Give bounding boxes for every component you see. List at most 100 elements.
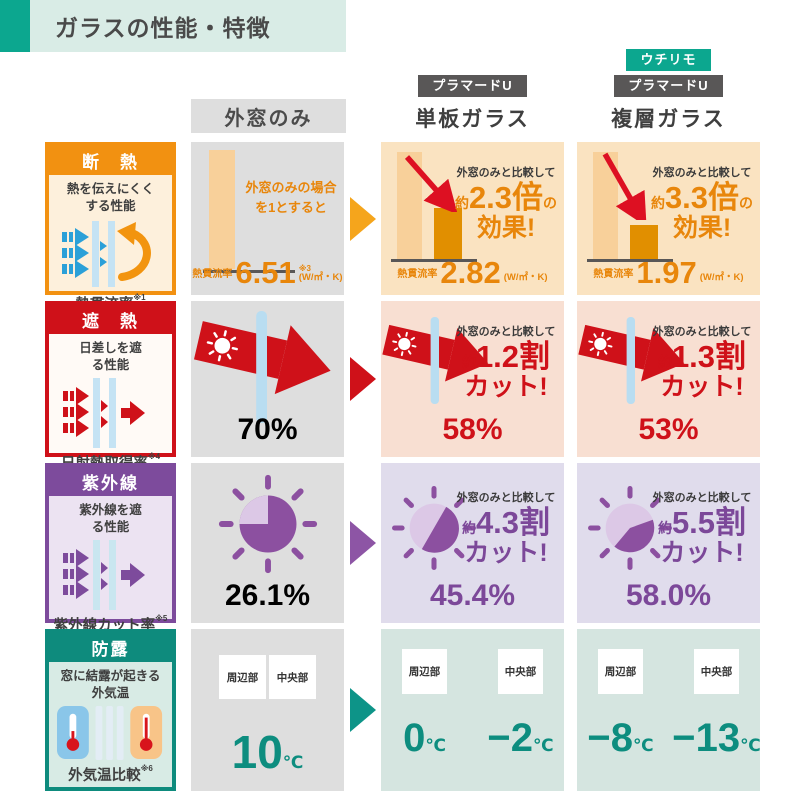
page-title: ガラスの性能・特徴 — [55, 15, 271, 41]
temp-col-center: 中央部 −13℃ — [672, 649, 760, 758]
uchirimo-badge: ウチリモ — [626, 48, 711, 71]
temp-columns: 周辺部 0℃ 中央部 −2℃ — [381, 649, 564, 758]
effect-text: 効果! — [476, 213, 536, 242]
comparison-text: 外窓のみと比較して 約1.3割 カット! — [646, 323, 758, 401]
footnote-marks: ※4 — [147, 451, 161, 461]
compare-caption: 外窓のみと比較して — [652, 326, 752, 338]
uv-pct-double: 58.0% — [625, 579, 712, 612]
row-desc-uv: 紫外線を遮る性能 — [79, 503, 142, 534]
column-header-single: プラマードU 単板ガラス — [381, 38, 564, 133]
cut-text: カット! — [464, 372, 548, 401]
u-value-double: 熱貫流率 1.97 (W/㎡・K) — [593, 254, 744, 290]
right-arrow-icon — [349, 357, 376, 401]
footnote-marks: ※6 — [140, 763, 153, 773]
zone-box-perimeter: 周辺部 — [219, 655, 266, 699]
shade-pct-single: 58% — [442, 413, 503, 446]
compare-caption: 外窓のみと比較して — [456, 326, 556, 338]
bar-existing — [209, 150, 235, 269]
shade-pct-double: 53% — [638, 413, 699, 446]
footnote-marks: ※5 — [155, 613, 168, 623]
uv-pct-single: 45.4% — [429, 579, 516, 612]
uv-existing-cell: 26.1% — [191, 463, 344, 623]
cut-text: カット! — [660, 538, 744, 567]
temp-columns: 周辺部 −8℃ 中央部 −13℃ — [577, 649, 760, 758]
zone-box-perimeter: 周辺部 — [598, 649, 643, 694]
row-label-condensation: 防露 窓に結露が起きる外気温 外気温比較 ※6 — [45, 629, 176, 791]
compare-caption: 外窓のみと比較して — [652, 167, 752, 179]
insulation-double-cell: 外窓のみと比較して 約3.3倍の 効果! 熱貫流率 1.97 (W/㎡・K) — [577, 142, 760, 295]
right-arrow-icon — [349, 196, 376, 241]
shade-single-cell: 外窓のみと比較して 約1.2割 カット! 58% — [381, 301, 564, 457]
comparison-text: 外窓のみと比較して 約4.3割 カット! — [450, 489, 562, 567]
footnote-mark: ※3 — [298, 263, 311, 273]
bar-improved — [630, 225, 658, 259]
chart-baseline — [203, 270, 295, 273]
shade-arrows-icon — [49, 374, 172, 452]
row-desc-condensation: 窓に結露が起きる外気温 — [60, 669, 161, 700]
sun-arrow-icon — [193, 311, 331, 424]
chart-baseline — [587, 259, 673, 262]
cut-text: カット! — [464, 538, 548, 567]
row-label-uv: 紫外線 紫外線を遮る性能 紫外線カット率 ※5 — [45, 463, 176, 634]
row-desc-shade: 日差しを遮る性能 — [79, 341, 142, 372]
metric-label: 外気温比較 — [68, 767, 141, 784]
condensation-existing-cell: 周辺部 中央部 10℃ — [191, 629, 344, 791]
flow-arrow-shade — [344, 301, 381, 457]
bar-improved — [434, 208, 462, 259]
sun-pie-icon — [588, 486, 672, 570]
decrease-arrow-icon — [404, 155, 457, 212]
sun-pie-icon — [392, 486, 476, 570]
comparison-text: 外窓のみと比較して 約3.3倍の 効果! — [646, 164, 758, 242]
row-title-shade: 遮 熱 — [49, 305, 172, 334]
right-arrow-icon — [349, 688, 376, 732]
flow-arrow-insulation — [344, 142, 381, 295]
zone-box-center: 中央部 — [498, 649, 543, 694]
metric-condensation: 外気温比較 ※6 — [49, 764, 172, 791]
zone-box-perimeter: 周辺部 — [402, 649, 447, 694]
column-header-single-label: 単板ガラス — [415, 108, 530, 131]
u-value-label: 熱貫流率 — [192, 269, 233, 280]
thermometers-icon — [49, 702, 172, 764]
temp-value: −2℃ — [487, 716, 554, 760]
condensation-double-cell: 周辺部 −8℃ 中央部 −13℃ — [577, 629, 760, 791]
chart-baseline — [391, 259, 477, 262]
column-header-double: ウチリモ プラマードU 複層ガラス — [577, 38, 760, 133]
insulation-existing-cell: 外窓のみの場合を1とすると 熱貫流率 6.51 ※3 (W/㎡・K) — [191, 142, 344, 295]
sun-arrow-icon — [578, 317, 685, 404]
zone-box-center: 中央部 — [269, 655, 316, 699]
flow-arrow-uv — [344, 463, 381, 623]
column-header-double-label: 複層ガラス — [611, 108, 726, 131]
temp-value: −8℃ — [587, 716, 654, 760]
comparison-text: 外窓のみと比較して 約1.2割 カット! — [450, 323, 562, 401]
row-title-insulation: 断 熱 — [49, 146, 172, 175]
compare-caption: 外窓のみと比較して — [652, 492, 752, 504]
temp-col-perimeter: 周辺部 0℃ — [389, 649, 461, 758]
condensation-single-cell: 周辺部 0℃ 中央部 −2℃ — [381, 629, 564, 791]
row-title-condensation: 防露 — [49, 633, 172, 662]
insulation-arrows-icon — [49, 215, 172, 293]
row-label-insulation: 断 熱 熱を伝えにくくする性能 熱貫流率※1※2 — [45, 142, 176, 313]
decrease-arrow-icon — [602, 152, 647, 220]
uv-pct-existing: 26.1% — [224, 579, 311, 612]
uv-single-cell: 外窓のみと比較して 約4.3割 カット! 45.4% — [381, 463, 564, 623]
temp-col-center: 中央部 −2℃ — [485, 649, 557, 758]
sun-pie-icon — [218, 474, 318, 574]
zone-boxes: 周辺部 中央部 — [191, 655, 344, 699]
u-value-single: 熱貫流率 2.82 (W/㎡・K) — [397, 254, 548, 290]
effect-text: 効果! — [672, 213, 732, 242]
cut-text: カット! — [660, 372, 744, 401]
right-arrow-icon — [349, 521, 376, 565]
compare-caption: 外窓のみと比較して — [456, 492, 556, 504]
comparison-table: 断 熱 熱を伝えにくくする性能 熱貫流率※1※2 — [45, 142, 760, 791]
u-value-existing: 熱貫流率 6.51 ※3 (W/㎡・K) — [191, 256, 344, 287]
insulation-single-cell: 外窓のみと比較して 約2.3倍の 効果! 熱貫流率 2.82 (W/㎡・K) — [381, 142, 564, 295]
row-desc-insulation: 熱を伝えにくくする性能 — [66, 182, 155, 213]
temp-existing: 10℃ — [231, 726, 304, 778]
u-value-unit: (W/㎡・K) — [298, 272, 343, 284]
flow-arrow-condensation — [344, 629, 381, 791]
brand-badge: プラマードU — [418, 74, 527, 97]
temp-value: 0℃ — [403, 716, 446, 760]
shade-double-cell: 外窓のみと比較して 約1.3割 カット! 53% — [577, 301, 760, 457]
title-accent-block — [0, 0, 30, 52]
